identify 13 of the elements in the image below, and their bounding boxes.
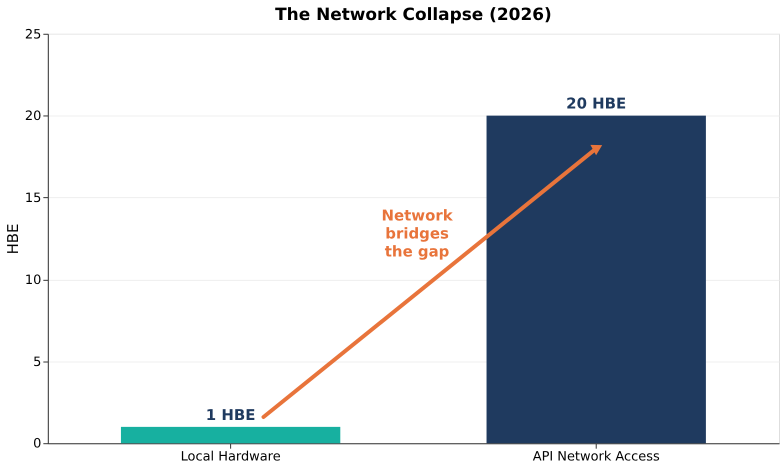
y-tick-label: 20	[24, 109, 42, 124]
data-label: 1 HBE	[206, 406, 256, 424]
chart-title: The Network Collapse (2026)	[275, 4, 552, 24]
y-axis-title: HBE	[4, 224, 22, 254]
y-tick-label: 25	[24, 27, 42, 42]
x-tick-label: Local Hardware	[180, 450, 281, 465]
y-tick-label: 5	[33, 354, 42, 370]
y-tick-label: 15	[24, 191, 42, 206]
data-label: 20 HBE	[566, 94, 626, 113]
y-tick-label: 0	[33, 436, 42, 452]
y-tick-label: 10	[24, 272, 42, 288]
x-tick-label: API Network Access	[532, 450, 660, 465]
annotation: Network bridges the gap	[382, 206, 454, 260]
